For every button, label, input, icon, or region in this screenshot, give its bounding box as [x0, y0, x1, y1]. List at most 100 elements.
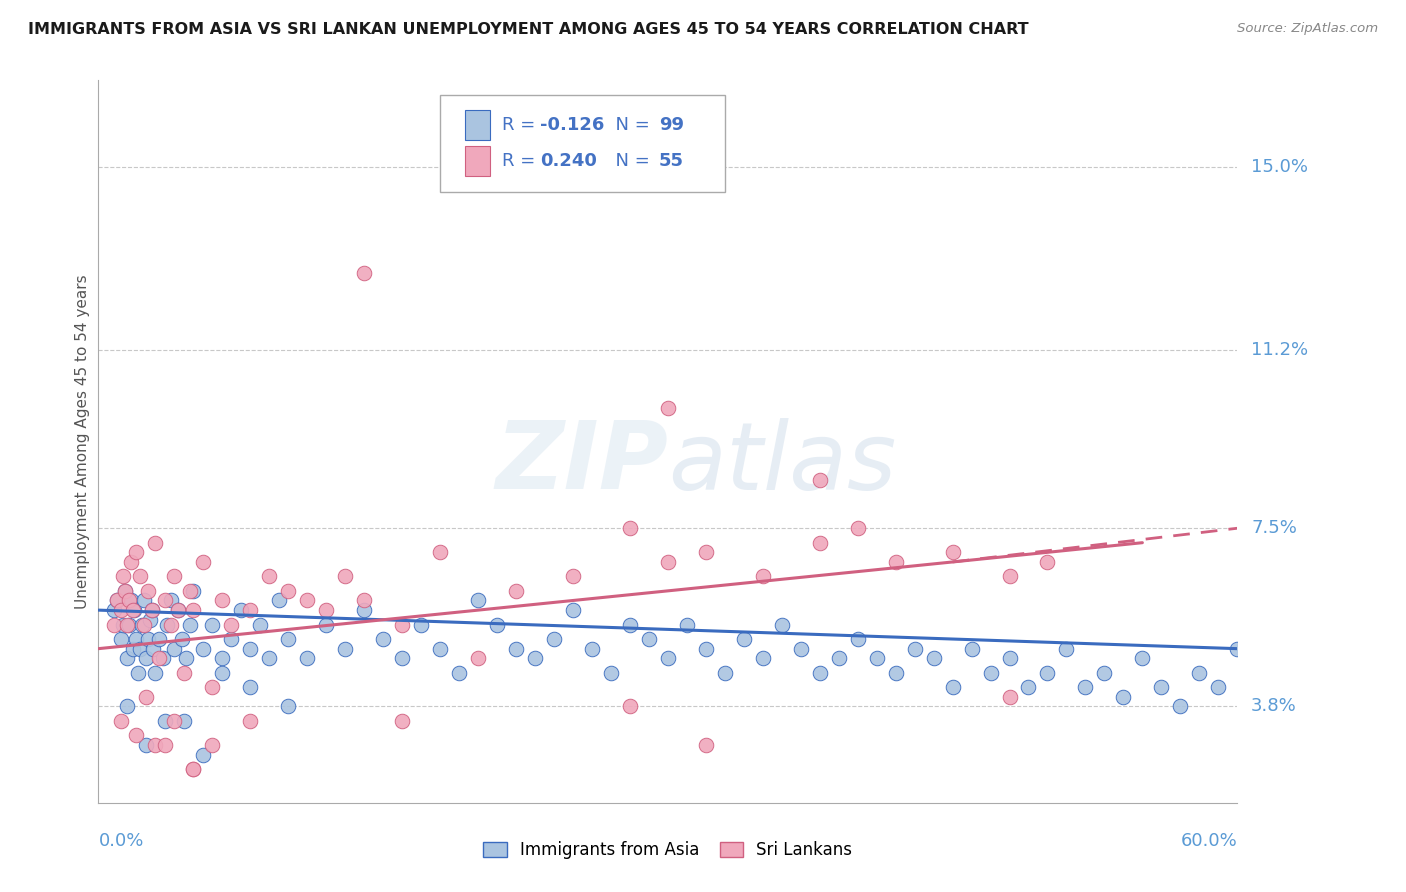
Point: [136, 583, 159, 598]
Point: [114, 583, 136, 598]
Point: [960, 641, 983, 656]
FancyBboxPatch shape: [465, 146, 491, 177]
Point: [110, 603, 132, 617]
Point: [335, 641, 357, 656]
Point: [942, 680, 965, 694]
Text: -0.126: -0.126: [540, 116, 605, 134]
Point: [125, 545, 148, 559]
Point: [163, 569, 186, 583]
Point: [239, 603, 262, 617]
FancyBboxPatch shape: [465, 110, 491, 140]
Point: [211, 593, 233, 607]
Point: [145, 535, 167, 549]
Point: [524, 651, 547, 665]
Point: [135, 738, 157, 752]
Point: [391, 617, 413, 632]
Point: [808, 535, 831, 549]
Point: [581, 641, 603, 656]
Point: [115, 617, 138, 632]
Point: [315, 617, 337, 632]
Point: [142, 641, 165, 656]
Point: [505, 583, 527, 598]
Point: [922, 651, 945, 665]
Point: [600, 665, 623, 680]
Point: [118, 617, 141, 632]
Point: [904, 641, 927, 656]
Text: R =: R =: [502, 116, 540, 134]
Point: [136, 632, 159, 646]
Point: [170, 632, 193, 646]
Point: [112, 617, 135, 632]
Point: [846, 632, 869, 646]
Point: [562, 603, 585, 617]
Point: [277, 583, 299, 598]
Point: [846, 521, 869, 535]
Point: [107, 593, 129, 607]
Point: [1132, 651, 1154, 665]
Point: [229, 603, 252, 617]
Point: [127, 665, 149, 680]
Text: 99: 99: [659, 116, 683, 134]
Point: [191, 641, 214, 656]
Point: [131, 617, 153, 632]
Point: [1074, 680, 1097, 694]
Text: ZIP: ZIP: [495, 417, 668, 509]
Point: [135, 651, 157, 665]
Point: [752, 651, 775, 665]
Point: [132, 617, 155, 632]
Text: 0.0%: 0.0%: [98, 831, 143, 850]
Point: [115, 651, 138, 665]
Point: [752, 569, 775, 583]
Point: [141, 603, 163, 617]
Point: [790, 641, 813, 656]
Point: [221, 617, 243, 632]
Point: [353, 593, 375, 607]
Point: [1208, 680, 1230, 694]
Point: [391, 651, 413, 665]
Text: 0.240: 0.240: [540, 153, 598, 170]
Point: [121, 603, 143, 617]
Point: [239, 641, 262, 656]
Point: [120, 555, 142, 569]
Point: [174, 651, 197, 665]
Text: R =: R =: [502, 153, 540, 170]
Point: [866, 651, 889, 665]
Point: [998, 569, 1021, 583]
Point: [159, 593, 181, 607]
Point: [277, 632, 299, 646]
Point: [277, 699, 299, 714]
Point: [1188, 665, 1211, 680]
Point: [132, 593, 155, 607]
Point: [183, 603, 205, 617]
Point: [110, 632, 132, 646]
Point: [695, 545, 717, 559]
Point: [135, 690, 157, 704]
Point: [103, 617, 125, 632]
Point: [221, 632, 243, 646]
Point: [259, 569, 281, 583]
Y-axis label: Unemployment Among Ages 45 to 54 years: Unemployment Among Ages 45 to 54 years: [75, 274, 90, 609]
Point: [619, 521, 641, 535]
Point: [808, 665, 831, 680]
Point: [211, 651, 233, 665]
Point: [148, 632, 170, 646]
Point: [543, 632, 565, 646]
Point: [191, 747, 214, 762]
FancyBboxPatch shape: [440, 95, 725, 193]
Point: [267, 593, 290, 607]
Point: [145, 665, 167, 680]
Text: Source: ZipAtlas.com: Source: ZipAtlas.com: [1237, 22, 1378, 36]
Point: [1112, 690, 1135, 704]
Point: [335, 569, 357, 583]
Text: IMMIGRANTS FROM ASIA VS SRI LANKAN UNEMPLOYMENT AMONG AGES 45 TO 54 YEARS CORREL: IMMIGRANTS FROM ASIA VS SRI LANKAN UNEMP…: [28, 22, 1029, 37]
Legend: Immigrants from Asia, Sri Lankans: Immigrants from Asia, Sri Lankans: [484, 841, 852, 860]
Text: 60.0%: 60.0%: [1181, 831, 1237, 850]
Point: [1036, 555, 1059, 569]
Point: [173, 714, 195, 728]
Point: [315, 603, 337, 617]
Point: [141, 603, 163, 617]
Point: [167, 603, 190, 617]
Point: [391, 714, 413, 728]
Point: [505, 641, 527, 656]
Point: [112, 569, 135, 583]
